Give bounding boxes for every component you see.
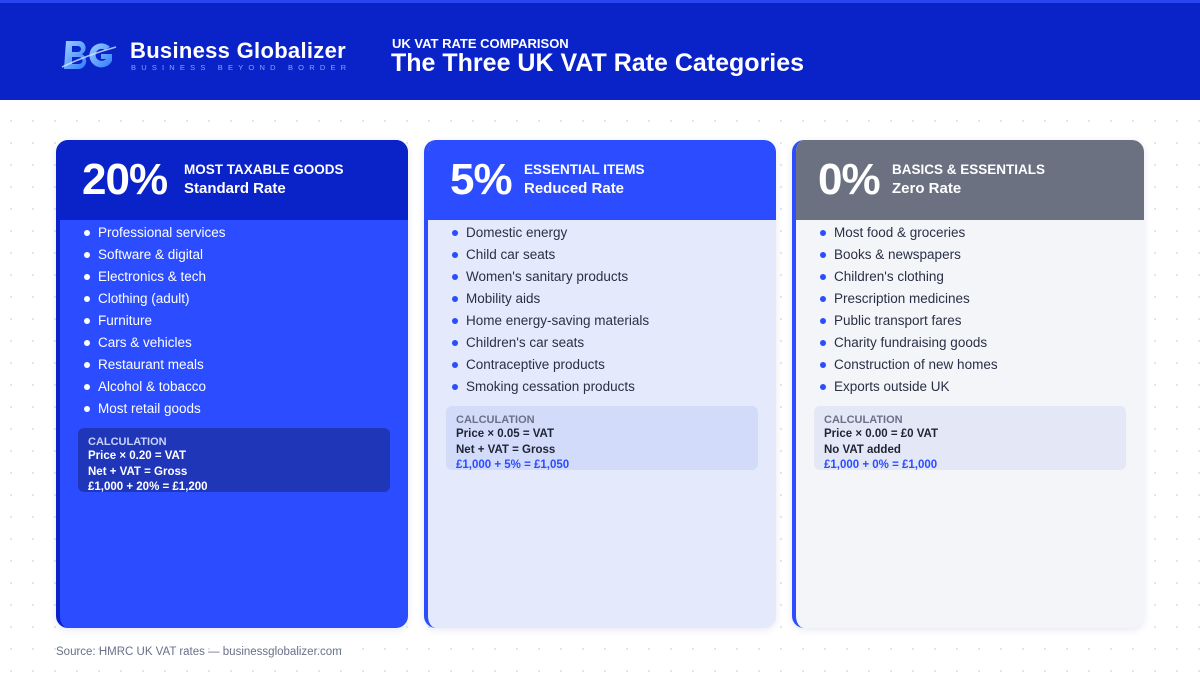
list-item: Electronics & tech	[84, 268, 226, 290]
list-item: Restaurant meals	[84, 356, 226, 378]
list-item: Prescription medicines	[820, 290, 998, 312]
rate-percent: 20%	[82, 155, 168, 204]
list-item: Furniture	[84, 312, 226, 334]
rate-category: ESSENTIAL ITEMS	[524, 162, 645, 177]
list-item: Alcohol & tobacco	[84, 378, 226, 400]
bg-monogram-logo-icon	[61, 41, 117, 69]
list-item: Child car seats	[452, 246, 649, 268]
brand-name: Business Globalizer	[130, 38, 346, 63]
card-header: 20% MOST TAXABLE GOODS Standard Rate	[60, 140, 408, 220]
list-item: Exports outside UK	[820, 378, 998, 400]
calculation-box: CALCULATION Price × 0.20 = VAT Net + VAT…	[78, 428, 390, 493]
list-item: Domestic energy	[452, 224, 649, 246]
source-footnote: Source: HMRC UK VAT rates — businessglob…	[56, 646, 342, 658]
list-item: Smoking cessation products	[452, 378, 649, 400]
calculation-gross: Net + VAT = Gross	[456, 443, 556, 456]
calculation-example: £1,000 + 20% = £1,200	[88, 481, 208, 493]
list-item: Contraceptive products	[452, 356, 649, 378]
header-banner: Business Globalizer BUSINESS BEYOND BORD…	[0, 0, 1200, 100]
card-header: 5% ESSENTIAL ITEMS Reduced Rate	[428, 140, 776, 220]
card-body: Most food & groceries Books & newspapers…	[796, 220, 1144, 628]
calculation-formula: Price × 0.20 = VAT	[88, 450, 187, 462]
list-item: Mobility aids	[452, 290, 649, 312]
item-list: Most food & groceries Books & newspapers…	[820, 224, 998, 400]
rate-name: Standard Rate	[184, 180, 286, 197]
rate-category: MOST TAXABLE GOODS	[184, 162, 344, 177]
calculation-example: £1,000 + 0% = £1,000	[824, 459, 938, 471]
item-list: Domestic energy Child car seats Women's …	[452, 224, 649, 400]
card-header: 0% BASICS & ESSENTIALS Zero Rate	[796, 140, 1144, 220]
list-item: Most food & groceries	[820, 224, 998, 246]
rate-percent: 0%	[818, 155, 881, 204]
header-kicker: UK VAT RATE COMPARISON	[392, 36, 569, 51]
item-list: Professional services Software & digital…	[84, 224, 226, 422]
calculation-gross: No VAT added	[824, 443, 901, 456]
list-item: Cars & vehicles	[84, 334, 226, 356]
reduced-rate-card: 5% ESSENTIAL ITEMS Reduced Rate Domestic…	[424, 140, 776, 628]
standard-rate-card: 20% MOST TAXABLE GOODS Standard Rate Pro…	[56, 140, 408, 628]
list-item: Charity fundraising goods	[820, 334, 998, 356]
list-item: Clothing (adult)	[84, 290, 226, 312]
calculation-label: CALCULATION	[456, 414, 535, 426]
calculation-formula: Price × 0.05 = VAT	[456, 428, 555, 440]
rate-name: Reduced Rate	[524, 180, 625, 197]
list-item: Children's car seats	[452, 334, 649, 356]
rate-name: Zero Rate	[892, 180, 962, 197]
list-item: Construction of new homes	[820, 356, 998, 378]
card-body: Professional services Software & digital…	[60, 220, 408, 628]
calculation-example: £1,000 + 5% = £1,050	[456, 459, 570, 471]
zero-rate-card: 0% BASICS & ESSENTIALS Zero Rate Most fo…	[792, 140, 1144, 628]
calculation-box: CALCULATION Price × 0.05 = VAT Net + VAT…	[446, 406, 758, 471]
calculation-formula: Price × 0.00 = £0 VAT	[824, 428, 939, 440]
brand-tagline: BUSINESS BEYOND BORDER	[131, 63, 352, 72]
list-item: Books & newspapers	[820, 246, 998, 268]
list-item: Most retail goods	[84, 400, 226, 422]
page-title: The Three UK VAT Rate Categories	[391, 49, 805, 77]
rate-percent: 5%	[450, 155, 513, 204]
list-item: Women's sanitary products	[452, 268, 649, 290]
list-item: Public transport fares	[820, 312, 998, 334]
calculation-gross: Net + VAT = Gross	[88, 465, 188, 478]
list-item: Software & digital	[84, 246, 226, 268]
card-body: Domestic energy Child car seats Women's …	[428, 220, 776, 628]
list-item: Home energy-saving materials	[452, 312, 649, 334]
list-item: Professional services	[84, 224, 226, 246]
calculation-label: CALCULATION	[824, 414, 903, 426]
rate-category: BASICS & ESSENTIALS	[892, 162, 1046, 177]
list-item: Children's clothing	[820, 268, 998, 290]
calculation-label: CALCULATION	[88, 436, 167, 448]
brand-logo[interactable]: Business Globalizer BUSINESS BEYOND BORD…	[60, 37, 350, 77]
calculation-box: CALCULATION Price × 0.00 = £0 VAT No VAT…	[814, 406, 1126, 471]
